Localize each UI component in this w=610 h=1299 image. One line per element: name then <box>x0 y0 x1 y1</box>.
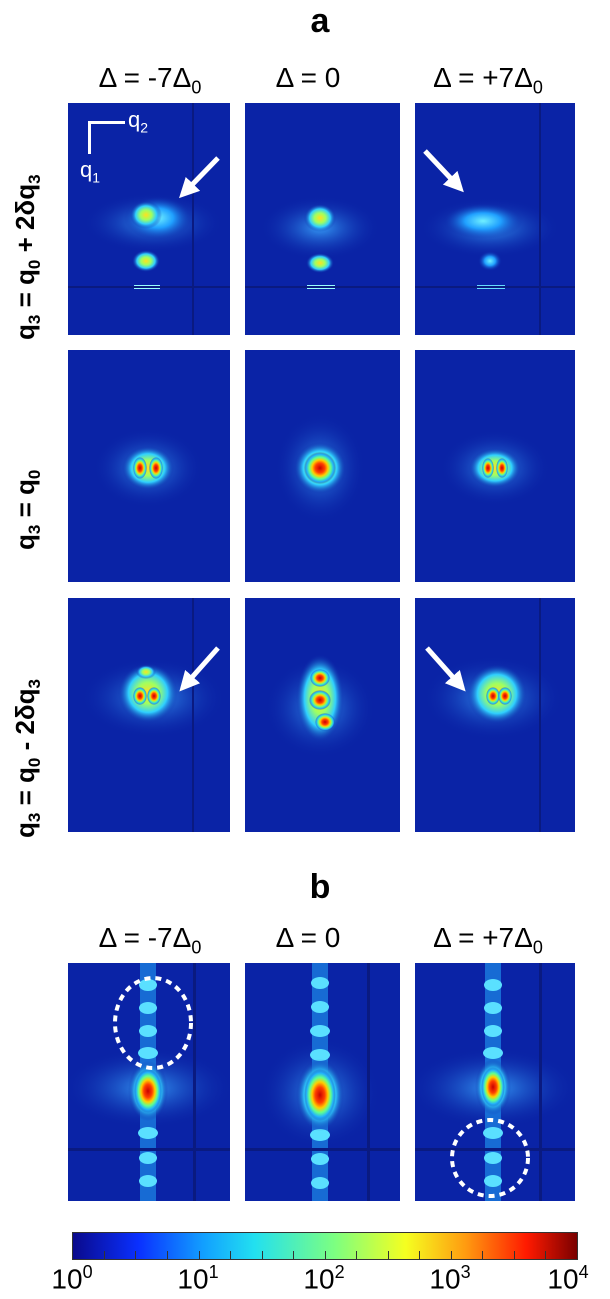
col-label-minus7: Δ = -7Δ0 <box>98 62 202 98</box>
panel-a-letter: a <box>310 2 330 40</box>
diffraction-image <box>440 430 550 506</box>
tile-a-row3-plus7 <box>415 598 575 832</box>
tile-a-row3-minus7 <box>68 598 230 832</box>
tile-b-minus7 <box>68 963 230 1201</box>
tile-a-row2-minus7 <box>68 350 230 582</box>
colorbar-label-1e4: 104 <box>547 1262 589 1295</box>
diffraction-image <box>68 103 230 335</box>
tile-a-row3-zero <box>245 598 400 832</box>
tile-b-plus7 <box>415 963 575 1201</box>
b-col-label-plus7: Δ = +7Δ0 <box>433 922 543 958</box>
arrow-icon <box>179 156 220 199</box>
colorbar-label-1e1: 101 <box>177 1262 219 1295</box>
diffraction-image <box>68 963 230 1201</box>
colorbar-label-1e3: 103 <box>429 1262 471 1295</box>
row-label-minus: q3 = q0 - 2δq3 <box>10 678 45 838</box>
colorbar-label-1e0: 100 <box>51 1262 93 1295</box>
tile-a-row1-minus7: q2 q1 <box>68 103 230 335</box>
diffraction-image <box>423 598 563 832</box>
col-label-plus7: Δ = +7Δ0 <box>433 62 543 98</box>
tile-a-row2-zero <box>245 350 400 582</box>
dashed-circle-icon <box>450 1118 530 1198</box>
diffraction-image <box>415 963 575 1201</box>
arrow-icon <box>425 646 466 692</box>
diffraction-image <box>245 196 400 289</box>
diffraction-image <box>81 598 225 832</box>
diffraction-image <box>93 428 203 508</box>
tile-a-row1-zero <box>245 103 400 335</box>
colorbar <box>72 1232 578 1260</box>
diffraction-image <box>265 654 375 758</box>
q-axes: q2 q1 <box>80 107 149 186</box>
tile-a-row1-plus7 <box>415 103 575 335</box>
tile-a-row2-plus7 <box>415 350 575 582</box>
diffraction-image <box>245 963 400 1201</box>
tile-b-zero <box>245 963 400 1201</box>
diffraction-image <box>415 103 575 335</box>
col-label-zero: Δ = 0 <box>275 62 341 93</box>
diffraction-image <box>275 413 365 523</box>
b-col-label-zero: Δ = 0 <box>275 922 341 953</box>
row-label-center: q3 = q0 <box>10 469 45 550</box>
panel-b-letter: b <box>309 868 331 906</box>
colorbar-label-1e2: 102 <box>303 1262 345 1295</box>
dashed-circle-icon <box>113 976 193 1070</box>
row-label-plus: q3 = q0 + 2δq3 <box>10 174 45 340</box>
arrow-icon <box>423 149 464 193</box>
arrow-icon <box>179 646 220 692</box>
b-col-label-minus7: Δ = -7Δ0 <box>98 922 202 958</box>
